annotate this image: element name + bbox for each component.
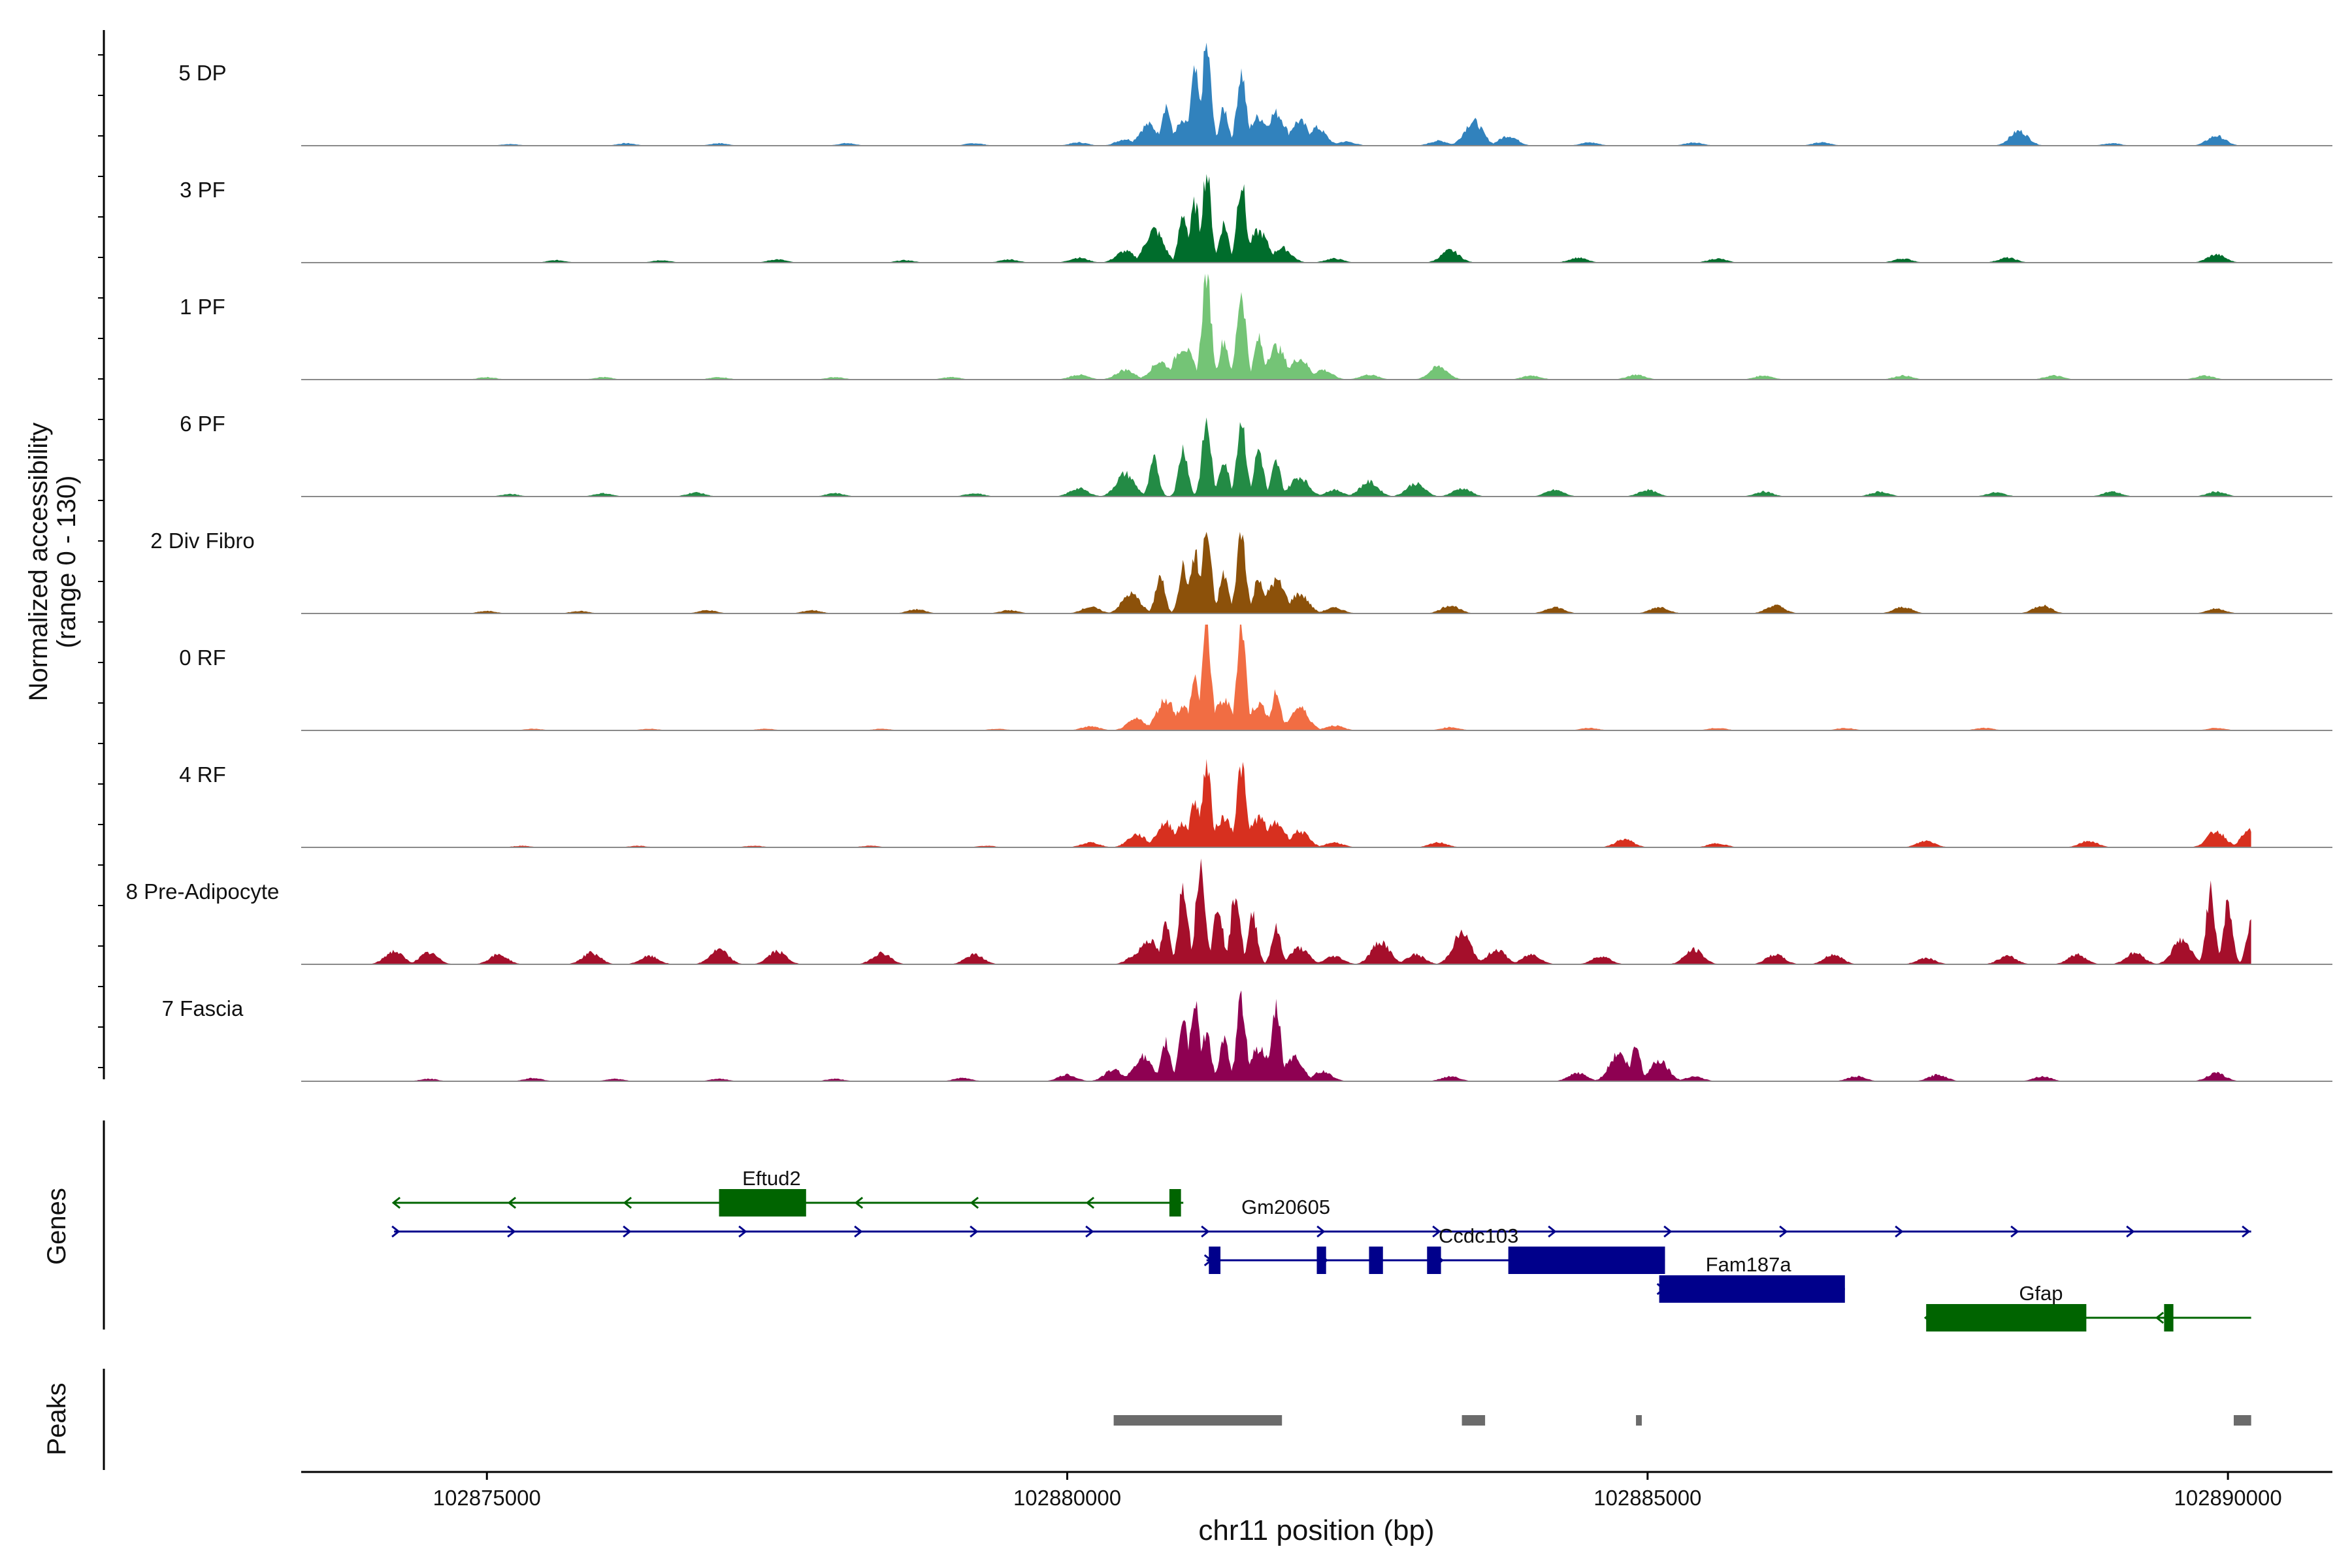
- exon: [2164, 1304, 2174, 1331]
- gene-model: Gm20605: [391, 1196, 2251, 1238]
- exon: [1369, 1247, 1383, 1274]
- track-label: 7 Fascia: [162, 996, 244, 1021]
- coverage-track: 5 DP: [178, 42, 2332, 146]
- x-tick-label: 102890000: [2174, 1486, 2282, 1510]
- exon: [719, 1189, 806, 1217]
- exon: [1508, 1247, 1665, 1274]
- track-label: 3 PF: [180, 178, 225, 202]
- coverage-track: 2 Div Fibro: [150, 529, 2332, 614]
- x-axis-title: chr11 position (bp): [1198, 1514, 1434, 1546]
- track-label: 6 PF: [180, 412, 225, 436]
- y-axis-title-line1: Normalized accessibility: [24, 423, 53, 702]
- gene-annotations: Eftud2 Gm20605 Ccdc103 Fam187a Gfap: [391, 1167, 2251, 1331]
- x-tick-label: 102875000: [433, 1486, 541, 1510]
- gene-model: Eftud2: [391, 1167, 1184, 1217]
- strand-arrow: [1432, 1225, 1441, 1238]
- strand-arrow: [391, 1196, 401, 1209]
- track-label: 4 RF: [179, 762, 226, 787]
- strand-arrow: [2155, 1311, 2164, 1324]
- strand-arrow: [2126, 1225, 2135, 1238]
- coverage-area: [301, 625, 2251, 730]
- peak: [1462, 1415, 1486, 1426]
- x-tick-label: 102885000: [1593, 1486, 1701, 1510]
- strand-arrow: [970, 1225, 979, 1238]
- gene-label: Gfap: [2019, 1282, 2063, 1305]
- coverage-area: [301, 417, 2251, 497]
- gene-model: Gfap: [1923, 1282, 2251, 1331]
- gene-model: Ccdc103: [1203, 1224, 1665, 1274]
- coverage-track: 3 PF: [180, 174, 2332, 263]
- gene-label: Eftud2: [742, 1167, 801, 1190]
- strand-arrow: [507, 1196, 517, 1209]
- track-label: 2 Div Fibro: [150, 529, 255, 553]
- exon: [1169, 1189, 1181, 1217]
- y-axis-title-line2: (range 0 - 130): [52, 476, 81, 649]
- peak-regions: [1113, 1415, 2251, 1426]
- track-label: 5 DP: [178, 61, 226, 85]
- x-axis-ticks: 102875000 102880000 102885000 102890000: [433, 1472, 2282, 1510]
- gene-model: Fam187a: [1656, 1253, 1845, 1303]
- exon: [1427, 1247, 1441, 1274]
- gene-label: Gm20605: [1241, 1196, 1330, 1218]
- track-label: 8 Pre-Adipocyte: [126, 879, 280, 904]
- peak: [1113, 1415, 1282, 1426]
- coverage-y-axis-ticks: [98, 54, 104, 1068]
- exon: [1926, 1304, 2087, 1331]
- strand-arrow: [1316, 1225, 1326, 1238]
- strand-arrow: [623, 1196, 632, 1209]
- coverage-track: 6 PF: [180, 412, 2332, 497]
- peaks-panel-label: Peaks: [42, 1382, 71, 1455]
- gene-label: Fam187a: [1706, 1253, 1792, 1276]
- exon: [1316, 1247, 1326, 1274]
- coverage-track: 4 RF: [179, 759, 2332, 848]
- strand-arrow: [1085, 1196, 1095, 1209]
- strand-arrow: [854, 1225, 863, 1238]
- strand-arrow: [391, 1225, 400, 1238]
- exon: [1659, 1275, 1845, 1303]
- coverage-track: 7 Fascia: [162, 990, 2332, 1082]
- strand-arrow: [623, 1225, 632, 1238]
- strand-arrow: [1201, 1225, 1210, 1238]
- coverage-track: 1 PF: [180, 274, 2332, 380]
- strand-arrow: [1663, 1225, 1673, 1238]
- coverage-area: [301, 858, 2251, 964]
- coverage-track: 0 RF: [179, 625, 2332, 731]
- coverage-area: [301, 532, 2251, 613]
- track-label: 0 RF: [179, 645, 226, 670]
- strand-arrow: [854, 1196, 864, 1209]
- coverage-area: [301, 274, 2251, 380]
- strand-arrow: [2010, 1225, 2019, 1238]
- strand-arrow: [1085, 1225, 1094, 1238]
- coverage-area: [301, 42, 2251, 146]
- genes-panel-label: Genes: [42, 1188, 71, 1265]
- peak: [2233, 1415, 2251, 1426]
- coverage-track: 8 Pre-Adipocyte: [126, 858, 2332, 965]
- exon: [1209, 1247, 1221, 1274]
- strand-arrow: [738, 1225, 747, 1238]
- coverage-tracks: 5 DP 3 PF 1 PF 6 PF 2 Div Fibro 0 RF 4 RF 8 Pre…: [126, 42, 2332, 1082]
- strand-arrow: [1895, 1225, 1904, 1238]
- peak: [1636, 1415, 1642, 1426]
- coverage-area: [301, 759, 2251, 847]
- track-label: 1 PF: [180, 295, 225, 319]
- strand-arrow: [1779, 1225, 1788, 1238]
- coverage-area: [301, 990, 2251, 1081]
- x-tick-label: 102880000: [1013, 1486, 1121, 1510]
- strand-arrow: [2242, 1225, 2251, 1238]
- strand-arrow: [507, 1225, 516, 1238]
- strand-arrow: [1548, 1225, 1557, 1238]
- gene-label: Ccdc103: [1439, 1224, 1518, 1247]
- strand-arrow: [970, 1196, 979, 1209]
